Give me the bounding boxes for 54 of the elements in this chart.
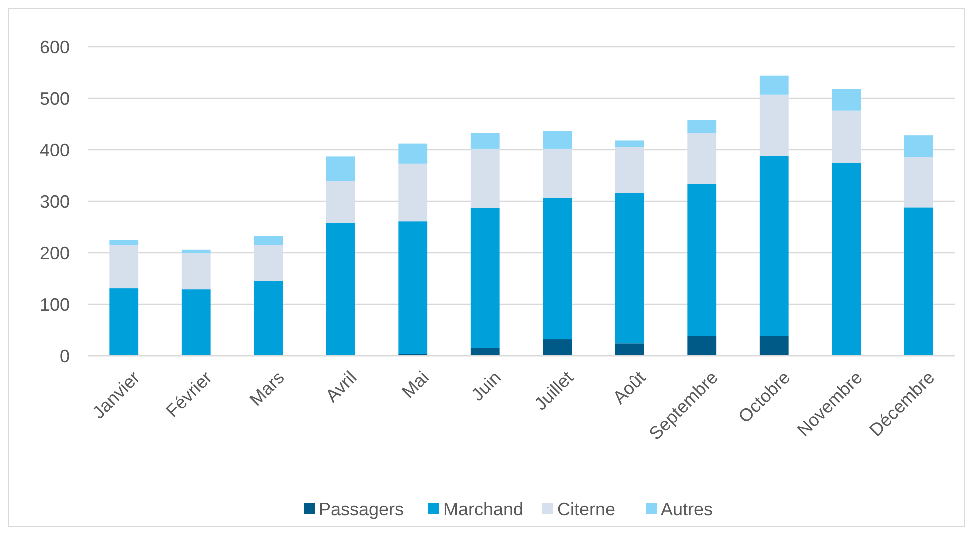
legend-label: Passagers bbox=[319, 499, 404, 520]
bar bbox=[543, 340, 572, 356]
bar bbox=[904, 208, 934, 356]
bar bbox=[110, 288, 139, 356]
bar bbox=[688, 134, 717, 185]
bar bbox=[543, 148, 572, 198]
bar bbox=[470, 148, 500, 208]
bar bbox=[254, 245, 284, 282]
y-tick-label: 100 bbox=[40, 294, 70, 315]
bar bbox=[615, 140, 644, 148]
bar bbox=[832, 89, 862, 111]
bar bbox=[326, 181, 356, 224]
bar bbox=[760, 156, 789, 336]
bar bbox=[760, 336, 789, 356]
bar bbox=[615, 147, 644, 194]
bar bbox=[688, 336, 717, 356]
bar bbox=[182, 290, 211, 356]
bar bbox=[688, 120, 717, 134]
bar bbox=[398, 164, 428, 222]
bar bbox=[110, 245, 139, 289]
bar bbox=[254, 236, 284, 246]
bar bbox=[904, 136, 934, 158]
bar bbox=[398, 222, 428, 354]
bar bbox=[470, 208, 500, 348]
bar bbox=[326, 156, 356, 182]
bar bbox=[615, 344, 644, 356]
bar bbox=[688, 184, 717, 336]
bar bbox=[254, 281, 284, 356]
bar bbox=[832, 110, 862, 163]
legend-label: Autres bbox=[661, 499, 714, 520]
bar bbox=[182, 250, 211, 254]
y-tick-label: 0 bbox=[60, 346, 70, 366]
bar bbox=[182, 254, 211, 290]
y-tick-label: 300 bbox=[40, 192, 70, 212]
legend-label: Marchand bbox=[444, 499, 524, 520]
bar bbox=[760, 76, 789, 95]
bar bbox=[470, 348, 500, 356]
bar bbox=[398, 144, 428, 164]
y-tick-label: 500 bbox=[40, 88, 70, 109]
bar bbox=[832, 162, 862, 356]
y-tick-label: 400 bbox=[40, 140, 70, 160]
bar bbox=[760, 94, 789, 156]
bar bbox=[543, 131, 572, 149]
bar bbox=[904, 157, 934, 208]
legend-label: Citerne bbox=[558, 499, 616, 520]
bar bbox=[326, 223, 356, 356]
x-tick-label: Mai bbox=[398, 368, 433, 402]
bar bbox=[110, 240, 139, 246]
x-tick-label: Juin bbox=[468, 368, 506, 406]
bar bbox=[470, 133, 500, 149]
bar bbox=[615, 193, 644, 344]
y-tick-label: 600 bbox=[40, 37, 70, 58]
y-tick-label: 200 bbox=[40, 243, 70, 264]
bar bbox=[543, 198, 572, 340]
